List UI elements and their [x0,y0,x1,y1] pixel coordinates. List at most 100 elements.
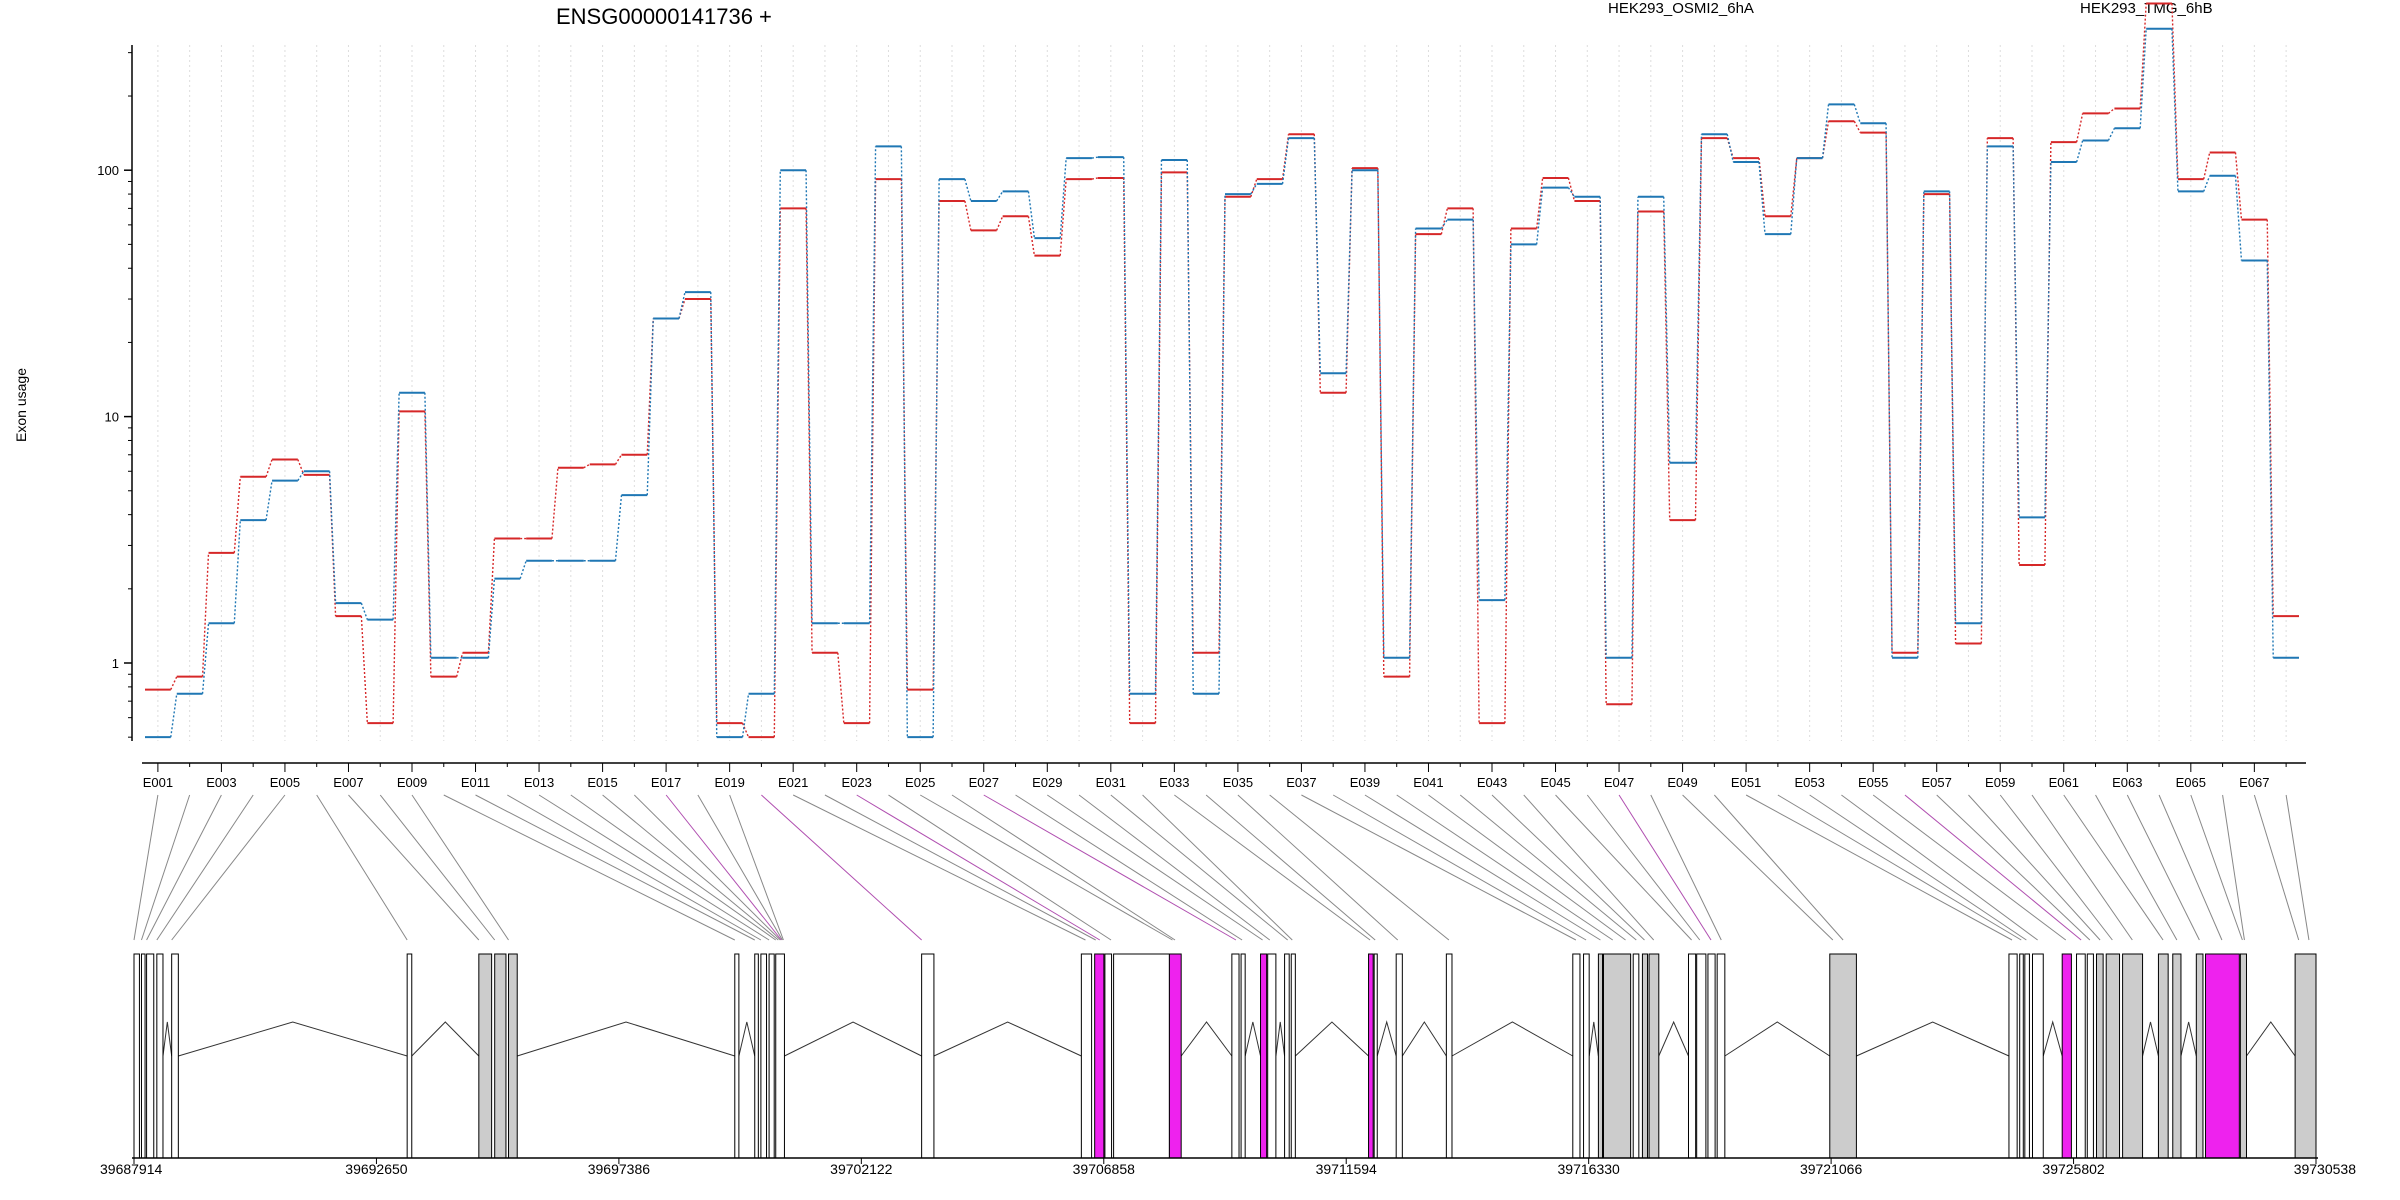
series-HEK293_TMG_6hB [145,27,2299,739]
exon-connector [348,794,480,941]
usage-connector [2107,107,2115,114]
exon-connector [1904,794,2082,941]
exon-connector [156,794,254,941]
exon-box [156,953,164,1159]
usage-connector [1408,228,1417,658]
exon-box [494,953,507,1159]
usage-connector [1917,191,1925,658]
usage-connector [1059,158,1067,239]
usage-connector [710,299,718,724]
usage-connector [964,178,972,202]
exon-box [760,953,768,1159]
usage-connector [1790,158,1798,235]
exon-connector [888,794,1112,941]
exon-box [2076,953,2086,1159]
usage-connector [2012,146,2020,518]
exon-connector [146,794,222,941]
exon-box [1373,953,1378,1159]
usage-connector [1313,138,1321,374]
intron-line [1451,1021,1574,1057]
usage-connector [614,495,623,561]
genomic-tick-label: 39697386 [588,1161,651,1177]
exon-connector [824,794,1096,941]
exon-connector [1713,794,1844,941]
exon-box [2172,953,2182,1159]
exon-connector [1396,794,1614,941]
exon-connector [1269,794,1450,941]
x-tick-label: E031 [1096,775,1126,790]
x-tick-label: E009 [397,775,427,790]
usage-connector [233,520,241,624]
usage-connector [1853,120,1861,134]
exon-connector [1777,794,2022,941]
usage-connector [170,693,178,738]
intron-line [411,1021,480,1057]
usage-connector [1250,178,1258,198]
exon-box [2205,953,2240,1159]
x-tick-label: E021 [778,775,808,790]
exon-box [1260,953,1268,1159]
exon-box [2294,953,2317,1159]
exon-connector [1110,794,1288,941]
usage-connector [868,146,877,624]
exon-box [1290,953,1296,1159]
x-tick-label: E019 [714,775,744,790]
exon-box [1284,953,1290,1159]
legend-entry-osmi2: HEK293_OSMI2_6hA [1608,0,1754,17]
usage-connector [2171,3,2179,180]
exon-box [146,953,155,1159]
exon-box [1716,953,1726,1159]
usage-connector [1758,161,1766,235]
exon-box [1648,953,1660,1159]
exon-connector [1841,794,2038,941]
usage-connector [2044,142,2052,565]
exon-connector [761,794,922,941]
y-axis-label: Exon usage [13,368,29,442]
usage-connector [2139,3,2147,109]
exon-box [1687,953,1697,1159]
exon-connector [1142,794,1293,941]
x-tick-label: E051 [1731,775,1761,790]
genomic-tick-label: 39692650 [345,1161,408,1177]
exon-connector-lines [133,794,2310,941]
exon-connector [570,794,777,941]
x-tick-label: E001 [143,775,173,790]
usage-connector [170,676,178,690]
usage-connector [1472,208,1480,724]
exon-connector [602,794,779,941]
genomic-tick-label: 39725802 [2042,1161,2105,1177]
intron-line [517,1021,735,1057]
exon-connector [2253,794,2300,941]
usage-connector [1027,216,1036,256]
exon-connector [379,794,496,941]
exon-connector [1078,794,1271,941]
usage-connector [741,693,750,738]
usage-connector [1281,134,1290,180]
usage-connector [1567,187,1575,198]
exon-box [2122,953,2144,1159]
x-tick-label: E023 [842,775,872,790]
usage-connector [551,467,559,539]
usage-connector [1440,219,1448,229]
chart-title: ENSG00000141736 + [556,4,772,29]
exon-box [2019,953,2024,1159]
x-axis: E001 E003 E005 E007 E009 E011 E013 E015 E017 E019… [142,762,2306,790]
usage-connector [233,476,241,553]
exon-box [1603,953,1632,1159]
intron-line [1294,1021,1369,1057]
usage-connector [1091,177,1099,180]
exon-connector [1586,794,1701,941]
genomic-tick-label: 39711594 [1316,1161,1377,1177]
x-tick-label: E063 [2112,775,2142,790]
exon-box [2086,953,2094,1159]
exon-box [2008,953,2018,1159]
x-tick-label: E033 [1159,775,1189,790]
exon-box [1597,953,1603,1159]
usage-connector [2171,28,2179,192]
exon-connector [475,794,755,941]
exon-connector [1301,794,1577,941]
exon-connector [1332,794,1587,941]
exon-box [2195,953,2204,1159]
usage-connector [964,200,972,231]
x-tick-label: E015 [587,775,617,790]
